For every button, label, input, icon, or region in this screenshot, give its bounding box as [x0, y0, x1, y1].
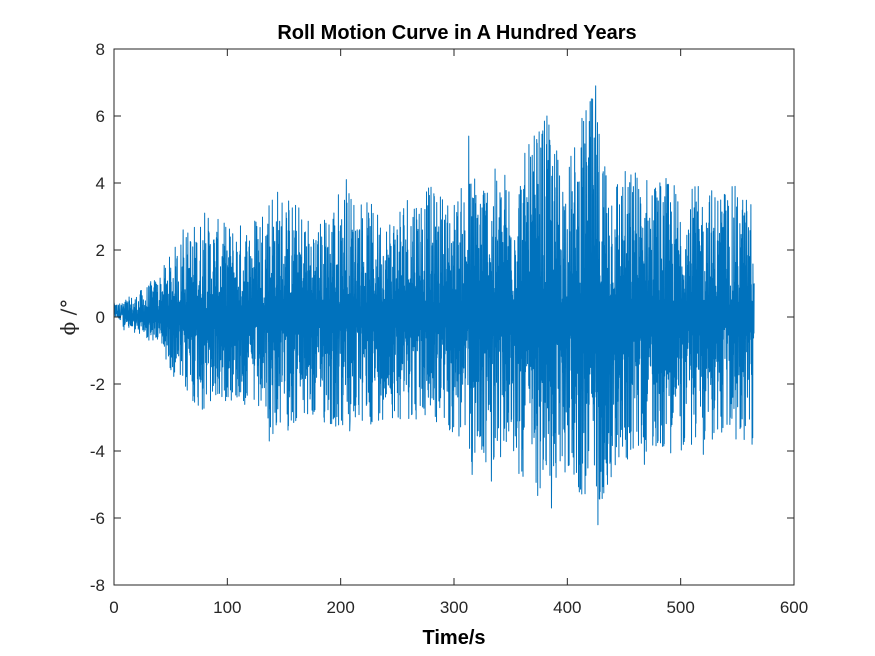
y-tick-label: -8	[90, 576, 105, 595]
y-tick-label: 6	[96, 107, 105, 126]
y-tick-label: -2	[90, 375, 105, 394]
x-tick-label: 200	[326, 598, 354, 617]
y-axis-label: ϕ /°	[56, 299, 80, 336]
x-tick-label: 500	[666, 598, 694, 617]
axis-ticks: 0 100 200 300 400 500 600 -8 -6 -4 -2 0 2 4 6 8	[90, 40, 808, 617]
x-axis-label: Time/s	[423, 627, 486, 649]
x-tick-label: 400	[553, 598, 581, 617]
series-line	[113, 85, 755, 526]
y-tick-label: 2	[96, 241, 105, 260]
y-tick-label: -6	[90, 509, 105, 528]
y-tick-label: -4	[90, 442, 105, 461]
x-tick-label: 100	[213, 598, 241, 617]
x-tick-label: 300	[440, 598, 468, 617]
x-tick-label: 0	[109, 598, 118, 617]
chart-title: Roll Motion Curve in A Hundred Years	[277, 22, 636, 44]
y-tick-label: 8	[96, 40, 105, 59]
x-tick-label: 600	[780, 598, 808, 617]
y-tick-label: 4	[96, 174, 105, 193]
y-tick-label: 0	[96, 308, 105, 327]
